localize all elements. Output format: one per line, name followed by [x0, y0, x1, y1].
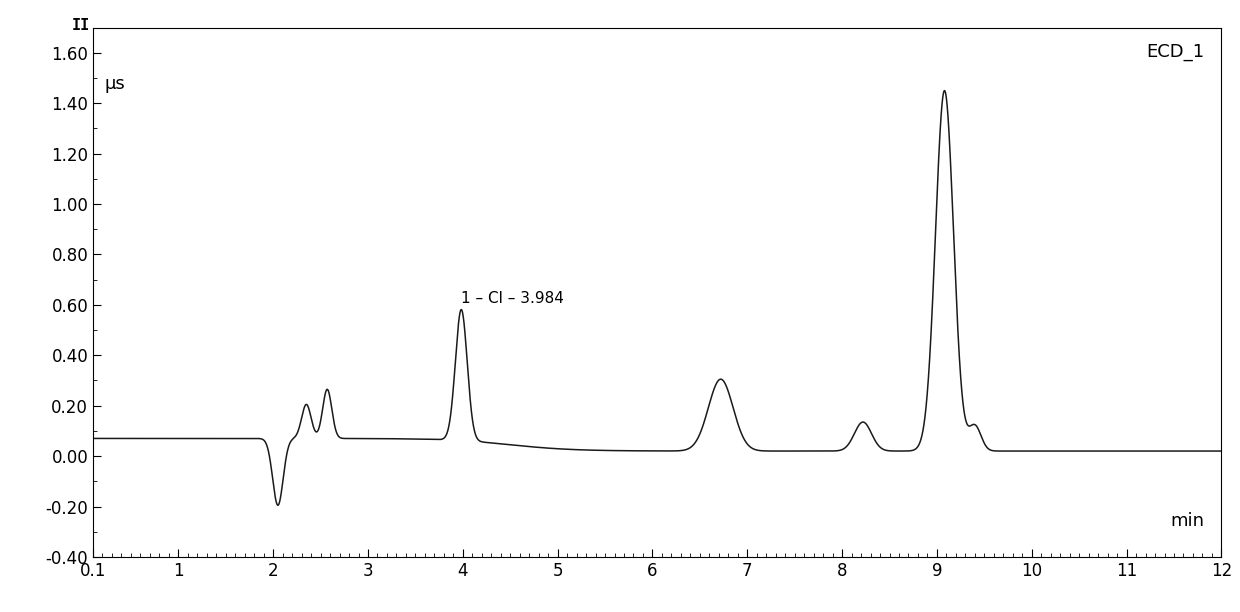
Text: μs: μs [104, 75, 125, 93]
Text: 1 – Cl – 3.984: 1 – Cl – 3.984 [461, 291, 564, 306]
Text: ECD_1: ECD_1 [1146, 43, 1204, 61]
Text: min: min [1171, 512, 1204, 530]
Text: II: II [72, 18, 89, 34]
